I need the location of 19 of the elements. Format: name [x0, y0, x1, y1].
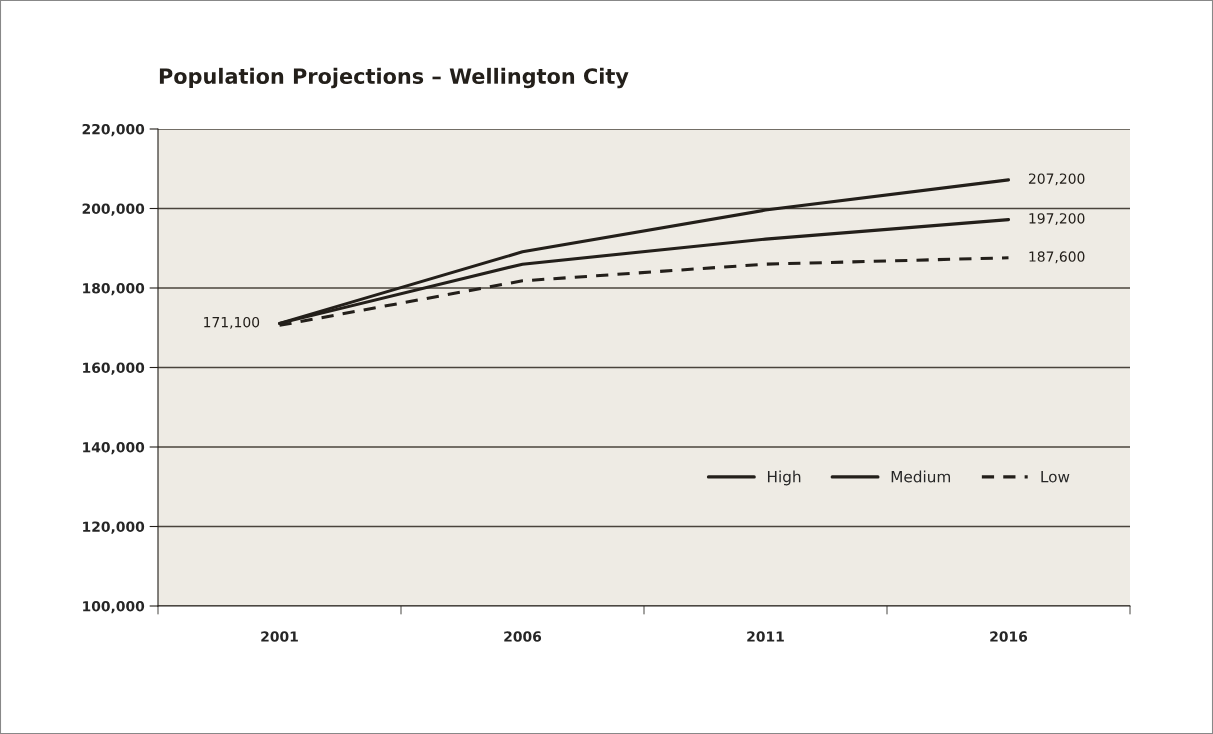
- legend-label: Low: [1041, 471, 1070, 483]
- data-label: 171,100: [204, 316, 260, 329]
- y-tick-label: 180,000: [83, 282, 145, 296]
- data-label: 197,200: [1029, 213, 1085, 226]
- data-label: 207,200: [1028, 173, 1085, 186]
- legend-label: Medium: [891, 470, 950, 483]
- x-tick-label: 2016: [990, 631, 1028, 642]
- y-tick-label: 100,000: [83, 600, 145, 614]
- y-tick-label: 160,000: [83, 362, 145, 375]
- legend-label: High: [767, 470, 801, 486]
- x-tick-label: 2001: [261, 631, 298, 642]
- y-tick-label: 140,000: [83, 441, 145, 455]
- y-tick-label: 120,000: [83, 521, 145, 534]
- x-tick-label: 2011: [747, 631, 784, 642]
- x-tick-label: 2006: [504, 631, 542, 642]
- chart-title: Population Projections – Wellington City: [159, 67, 629, 89]
- y-tick-label: 200,000: [82, 203, 145, 216]
- data-label: 187,600: [1029, 251, 1085, 264]
- y-tick-label: 220,000: [82, 123, 145, 137]
